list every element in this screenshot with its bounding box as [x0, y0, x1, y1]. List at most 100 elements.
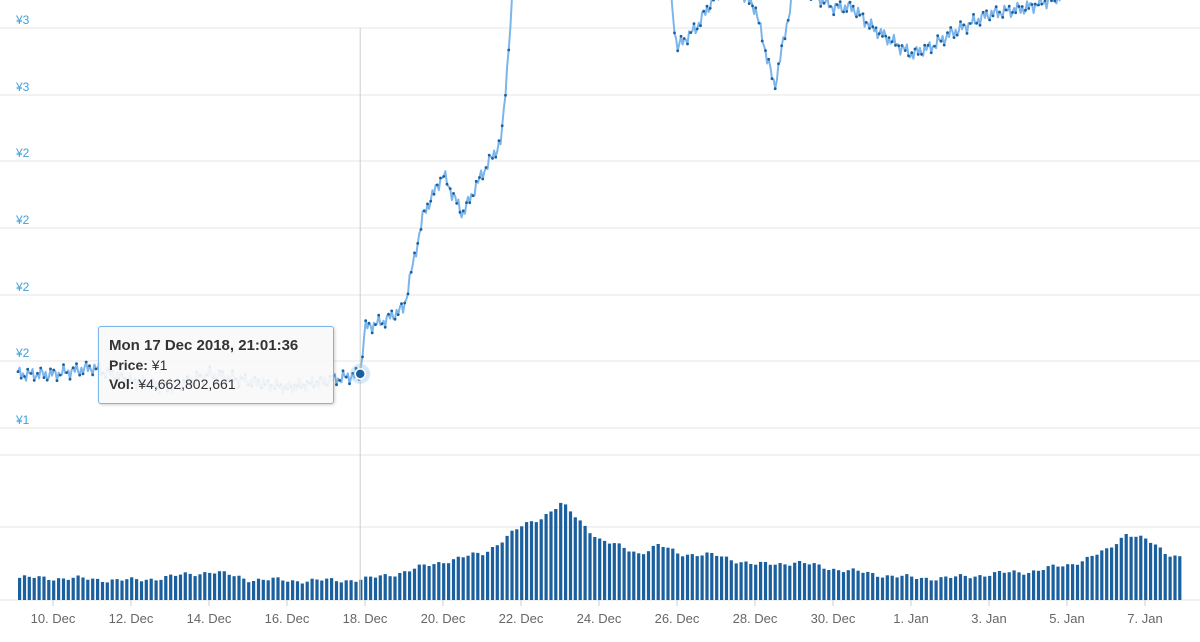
volume-bar	[1080, 561, 1084, 600]
volume-bar	[871, 573, 875, 600]
volume-bar	[369, 576, 373, 600]
price-point	[335, 383, 338, 387]
price-point	[871, 25, 875, 29]
price-point	[1001, 16, 1005, 19]
price-point	[985, 9, 988, 13]
price-point	[442, 175, 446, 178]
date-axis-tick-label: 5. Jan	[1049, 611, 1084, 626]
price-point	[1024, 8, 1027, 12]
volume-bar	[876, 576, 880, 600]
price-point	[58, 373, 62, 377]
volume-bar	[968, 578, 972, 600]
date-axis-tick-label: 24. Dec	[577, 611, 622, 626]
volume-bar	[1085, 556, 1089, 600]
volume-bar	[408, 571, 412, 600]
price-point	[747, 2, 751, 5]
price-point	[364, 319, 368, 323]
volume-bar	[291, 580, 295, 600]
volume-bar	[685, 554, 690, 600]
price-point	[708, 6, 712, 10]
volume-bar	[1002, 572, 1006, 600]
volume-bar	[578, 520, 582, 600]
volume-bar	[515, 529, 519, 600]
volume-bar	[1163, 554, 1167, 600]
tooltip-price-value: ¥1	[147, 357, 168, 373]
price-point	[422, 209, 426, 213]
volume-bar	[486, 551, 490, 600]
volume-bar	[915, 579, 919, 600]
volume-bar	[690, 554, 694, 600]
volume-bar	[773, 564, 777, 600]
volume-bar	[1075, 564, 1080, 600]
price-point	[682, 37, 686, 40]
volume-bar	[22, 575, 27, 600]
volume-bar	[1036, 570, 1041, 600]
volume-bar	[100, 582, 105, 600]
price-point	[484, 166, 488, 169]
price-point	[377, 313, 381, 317]
price-point	[1004, 8, 1008, 12]
volume-bar	[451, 559, 456, 600]
volume-bar	[754, 564, 758, 600]
volume-bar	[252, 581, 256, 600]
volume-bar	[1124, 534, 1128, 600]
volume-bar	[1056, 566, 1060, 600]
price-point	[39, 366, 43, 370]
price-point	[822, 1, 826, 5]
volume-bar	[988, 575, 992, 600]
volume-bar	[880, 577, 885, 600]
volume-bar	[705, 552, 709, 600]
tooltip-title: Mon 17 Dec 2018, 21:01:36	[109, 337, 299, 354]
volume-bar	[281, 580, 285, 600]
volume-bar	[354, 581, 358, 600]
volume-bar	[759, 561, 763, 600]
volume-bar	[768, 564, 772, 600]
volume-bar	[456, 556, 460, 600]
volume-bar	[525, 522, 529, 600]
price-point	[962, 23, 966, 27]
price-point	[1040, 2, 1044, 6]
hover-marker	[350, 363, 371, 384]
price-point	[907, 54, 910, 58]
volume-bar	[320, 580, 324, 600]
volume-bar	[603, 540, 607, 600]
price-point	[52, 368, 56, 372]
price-point	[452, 192, 455, 195]
volume-bar	[1149, 542, 1153, 600]
volume-bar	[315, 579, 319, 600]
price-point	[894, 44, 897, 47]
volume-bar	[52, 580, 56, 600]
volume-bar	[76, 575, 80, 600]
volume-bar	[437, 562, 441, 600]
price-point	[500, 124, 504, 128]
volume-bar	[427, 566, 431, 600]
volume-bar	[1066, 564, 1070, 600]
price-point	[26, 367, 30, 371]
date-axis-tick-label: 28. Dec	[733, 611, 778, 626]
volume-bar	[305, 581, 309, 600]
volume-bar	[412, 568, 417, 600]
volume-bar	[447, 563, 451, 600]
price-point	[975, 21, 979, 25]
price-axis-tick-label: ¥2	[15, 146, 30, 160]
price-point	[900, 44, 904, 47]
price-point	[361, 355, 364, 359]
price-point	[354, 366, 358, 370]
price-point	[416, 242, 420, 245]
volume-bar	[422, 564, 426, 600]
volume-bar	[973, 576, 977, 600]
volume-bar	[500, 542, 504, 600]
price-point	[855, 15, 858, 19]
date-axis-tick-label: 14. Dec	[187, 611, 232, 626]
date-axis-tick-label: 18. Dec	[343, 611, 388, 626]
price-point	[890, 40, 894, 44]
volume-bar	[851, 568, 855, 600]
volume-bar	[183, 572, 187, 600]
price-point	[338, 379, 342, 382]
price-point	[829, 5, 832, 8]
price-point	[1017, 5, 1021, 8]
volume-bar	[193, 576, 197, 600]
date-axis-tick-label: 26. Dec	[655, 611, 700, 626]
volume-bar	[1012, 570, 1016, 600]
volume-bar	[115, 579, 119, 600]
